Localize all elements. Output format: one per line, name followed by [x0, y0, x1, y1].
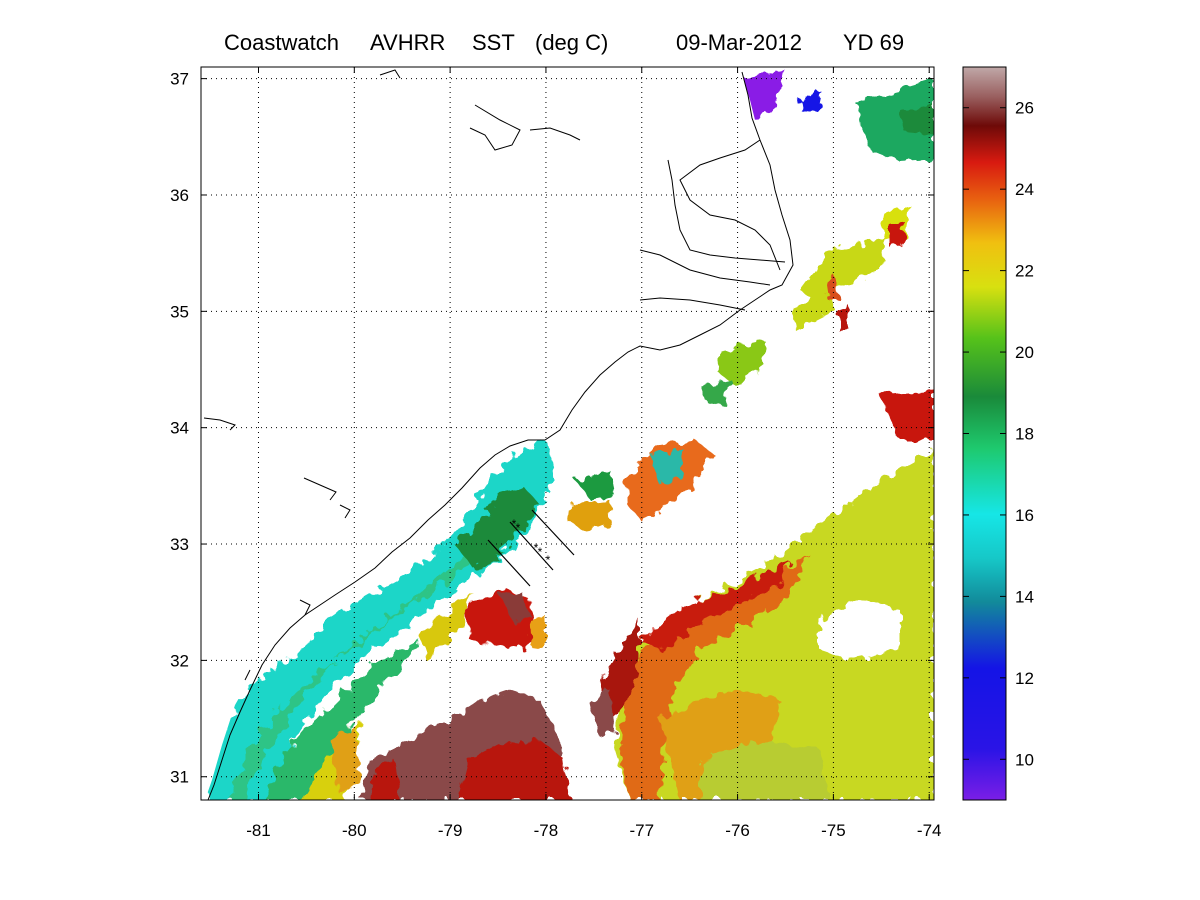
chart-title: Coastwatch AVHRR SST (deg C) 09-Mar-2012… [0, 30, 1200, 60]
colorbar-tick-label: 16 [1015, 506, 1034, 525]
lon-tick-label: -81 [246, 821, 271, 840]
lon-tick-label: -75 [821, 821, 846, 840]
colorbar-axis: 10 12 14 16 18 20 22 24 26 [963, 99, 1034, 769]
lon-tick-label: -77 [629, 821, 654, 840]
station-marker: * [516, 521, 521, 535]
title-variable: SST [472, 30, 515, 55]
lon-tick-label: -80 [342, 821, 367, 840]
colorbar-tick-label: 12 [1015, 669, 1034, 688]
colorbar-tick-label: 20 [1015, 343, 1034, 362]
title-sensor: AVHRR [370, 30, 446, 55]
lat-tick-label: 34 [170, 419, 189, 438]
title-product: Coastwatch [224, 30, 339, 55]
latitude-axis: 31 32 33 34 35 36 37 [170, 70, 934, 787]
transect-line [531, 509, 575, 556]
colorbar-tick-label: 10 [1015, 750, 1034, 769]
title-date: 09-Mar-2012 [676, 30, 802, 55]
station-markers: * **** [512, 517, 551, 567]
station-marker: * [546, 553, 551, 567]
colorbar-tick-label: 24 [1015, 180, 1034, 199]
colorbar-tick-label: 14 [1015, 587, 1034, 606]
sst-field [208, 70, 934, 800]
longitude-axis: -81 -80 -79 -78 -77 -76 -75 -74 [246, 67, 941, 840]
lat-tick-label: 32 [170, 651, 189, 670]
coastline [203, 69, 794, 800]
title-units: (deg C) [535, 30, 609, 55]
lat-tick-label: 36 [170, 186, 189, 205]
transect-line [487, 539, 531, 587]
station-marker: * [534, 541, 539, 555]
lat-tick-label: 31 [170, 768, 189, 787]
colorbar-tick-label: 26 [1015, 99, 1034, 118]
lon-tick-label: -76 [725, 821, 750, 840]
lon-tick-label: -79 [438, 821, 463, 840]
lat-tick-label: 37 [170, 70, 189, 89]
map-frame [200, 66, 935, 801]
lon-tick-label: -78 [534, 821, 559, 840]
map-grid [201, 67, 934, 800]
land-mask [201, 67, 800, 800]
colorbar [962, 66, 1007, 801]
colorbar-tick-label: 22 [1015, 262, 1034, 281]
station-marker: * [538, 545, 543, 559]
lon-tick-label: -74 [917, 821, 942, 840]
colorbar-tick-label: 18 [1015, 425, 1034, 444]
title-yearday: YD 69 [843, 30, 905, 55]
lat-tick-label: 33 [170, 535, 189, 554]
station-marker: * [512, 517, 517, 531]
lat-tick-label: 35 [170, 302, 189, 321]
